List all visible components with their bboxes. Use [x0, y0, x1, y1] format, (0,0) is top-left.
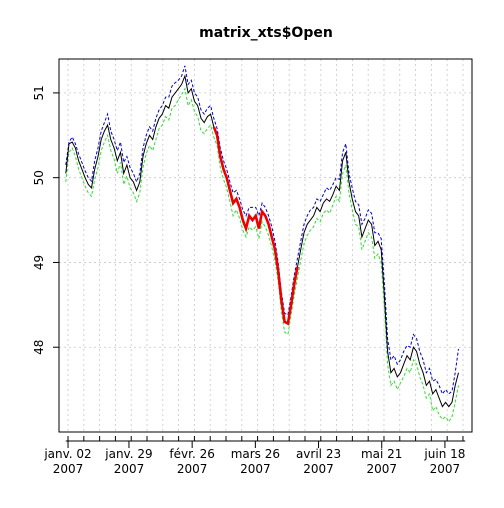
x-tick-label: févr. 26 [169, 447, 214, 461]
chart-title: matrix_xts$Open [199, 25, 333, 41]
x-tick-label: mars 26 [231, 447, 280, 461]
x-tick-label: juin 18 [423, 447, 465, 461]
series-line-highlight [212, 126, 299, 326]
x-tick-year-label: 2007 [240, 462, 271, 476]
y-tick-label: 48 [32, 340, 46, 355]
x-tick-label: janv. 29 [104, 447, 152, 461]
y-tick-label: 51 [32, 85, 46, 100]
x-tick-year-label: 2007 [53, 462, 84, 476]
x-tick-year-label: 2007 [430, 462, 461, 476]
grid-layer [59, 59, 472, 432]
y-tick-label: 50 [32, 170, 46, 185]
x-tick-label: avril 23 [296, 447, 341, 461]
plot-frame [58, 58, 473, 433]
x-tick-year-label: 2007 [303, 462, 334, 476]
series-line-lower [65, 87, 459, 423]
series-line-upper [65, 65, 459, 395]
x-tick-year-label: 2007 [366, 462, 397, 476]
y-tick-label: 49 [32, 255, 46, 270]
y-axis: 48 49 50 51 [32, 85, 59, 355]
x-tick-label: mai 21 [361, 447, 402, 461]
x-tick-year-label: 2007 [114, 462, 145, 476]
x-tick-year-label: 2007 [177, 462, 208, 476]
series-layer [65, 65, 459, 423]
x-tick-label: janv. 02 [43, 447, 91, 461]
